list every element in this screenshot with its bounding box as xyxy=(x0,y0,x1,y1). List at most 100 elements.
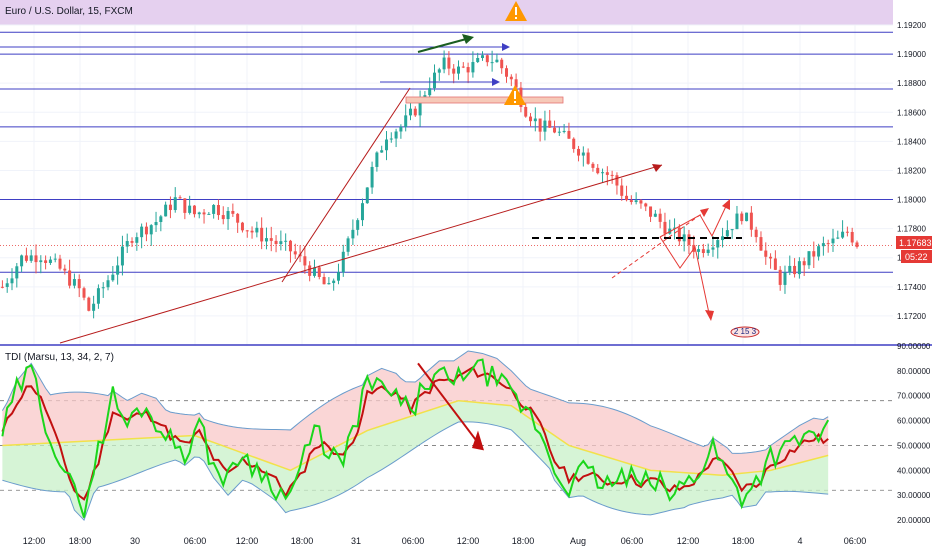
candle-body xyxy=(164,204,168,217)
y-tick-label: 1.18200 xyxy=(897,166,926,175)
event-badge-label: 2 15 3 xyxy=(734,327,757,336)
candle-body xyxy=(701,249,705,254)
candle-body xyxy=(620,185,624,196)
momentum-arrowhead xyxy=(462,34,474,44)
candle-body xyxy=(711,247,715,250)
candle-body xyxy=(293,251,297,255)
candle-body xyxy=(173,197,177,211)
y-tick-label: 1.18400 xyxy=(897,137,926,146)
candle-body xyxy=(812,251,816,257)
candle-body xyxy=(658,213,662,222)
candle-body xyxy=(461,66,465,68)
candle-body xyxy=(120,246,124,266)
price-tag: 1.17683 05:22 xyxy=(896,236,932,263)
candle-body xyxy=(759,237,763,251)
tdi-axis-bg xyxy=(893,346,932,530)
candle-body xyxy=(644,203,648,207)
price-tag-label: 1.17683 xyxy=(899,238,932,248)
candle-body xyxy=(572,138,576,149)
candle-body xyxy=(202,212,206,215)
candle-body xyxy=(432,72,436,89)
candle-body xyxy=(437,69,441,73)
candle-body xyxy=(63,268,67,271)
candle-body xyxy=(529,116,533,122)
candle-body xyxy=(58,258,62,269)
candle-body xyxy=(322,276,326,285)
candle-body xyxy=(260,227,264,242)
candle-body xyxy=(625,195,629,201)
rsi-price-line xyxy=(1,358,830,518)
candle-body xyxy=(783,272,787,285)
candle-body xyxy=(817,246,821,257)
y-tick-label: 1.19200 xyxy=(897,21,926,30)
x-tick-label: 18:00 xyxy=(732,536,755,546)
candle-body xyxy=(797,261,801,275)
candle-body xyxy=(457,66,461,74)
candle-body xyxy=(485,55,489,63)
candle-body xyxy=(135,237,139,243)
candle-body xyxy=(821,243,825,247)
candle-body xyxy=(749,212,753,230)
candle-body xyxy=(140,226,144,238)
candle-body xyxy=(850,231,854,243)
warning-icon[interactable] xyxy=(505,1,527,21)
warning-icon[interactable] xyxy=(504,85,526,105)
candle-body xyxy=(29,255,33,261)
tdi-axis: 20.00000 30.00000 40.00000 50.00000 60.00000… xyxy=(893,342,932,530)
candle-body xyxy=(629,200,633,203)
candle-body xyxy=(192,205,196,215)
candle-body xyxy=(807,251,811,266)
candle-body xyxy=(596,167,600,174)
candle-body xyxy=(255,227,259,233)
x-tick-label: Aug xyxy=(570,536,586,546)
tdi-pane xyxy=(0,346,893,530)
divergence-line xyxy=(417,362,481,447)
projection-path xyxy=(659,201,729,238)
time-axis: 12:00 18:00 30 06:00 12:00 18:00 31 06:00 12:00 1… xyxy=(23,536,867,546)
x-tick-label: 18:00 xyxy=(69,536,92,546)
candle-body xyxy=(207,213,211,215)
candle-body xyxy=(308,265,312,276)
x-tick-label: 12:00 xyxy=(23,536,46,546)
y-tick-label: 1.19000 xyxy=(897,50,926,59)
candle-body xyxy=(845,231,849,233)
candle-body xyxy=(288,240,292,252)
candle-body xyxy=(0,286,4,288)
candle-body xyxy=(663,221,667,234)
y-tick-label: 1.17800 xyxy=(897,225,926,234)
candle-body xyxy=(5,283,9,287)
candle-body xyxy=(39,260,43,263)
tdi-tick-label: 80.00000 xyxy=(897,367,931,376)
candle-body xyxy=(802,261,806,266)
candle-body xyxy=(130,241,134,243)
candle-body xyxy=(231,210,235,214)
candle-body xyxy=(721,236,725,241)
y-tick-label: 1.18800 xyxy=(897,79,926,88)
x-tick-label: 06:00 xyxy=(184,536,207,546)
projection-arrowhead xyxy=(700,208,709,217)
candle-body xyxy=(10,278,14,284)
y-tick-label: 1.17400 xyxy=(897,283,926,292)
candle-body xyxy=(351,229,355,239)
candle-body xyxy=(183,198,187,213)
candle-body xyxy=(380,150,384,153)
x-tick-label: 4 xyxy=(797,536,802,546)
projection-path xyxy=(659,236,711,319)
x-tick-label: 06:00 xyxy=(844,536,867,546)
candle-body xyxy=(360,203,364,221)
economic-event-badge[interactable]: 2 15 3 xyxy=(730,326,760,338)
candle-body xyxy=(341,251,345,273)
candle-body xyxy=(601,172,605,174)
candle-body xyxy=(53,258,57,260)
candle-body xyxy=(788,265,792,273)
candle-body xyxy=(423,95,427,98)
candle-body xyxy=(500,59,504,69)
candle-body xyxy=(327,283,331,285)
candle-body xyxy=(418,97,422,116)
candle-body xyxy=(836,237,840,239)
candle-body xyxy=(236,213,240,223)
candle-body xyxy=(399,126,403,132)
candle-body xyxy=(505,68,509,77)
x-tick-label: 12:00 xyxy=(457,536,480,546)
